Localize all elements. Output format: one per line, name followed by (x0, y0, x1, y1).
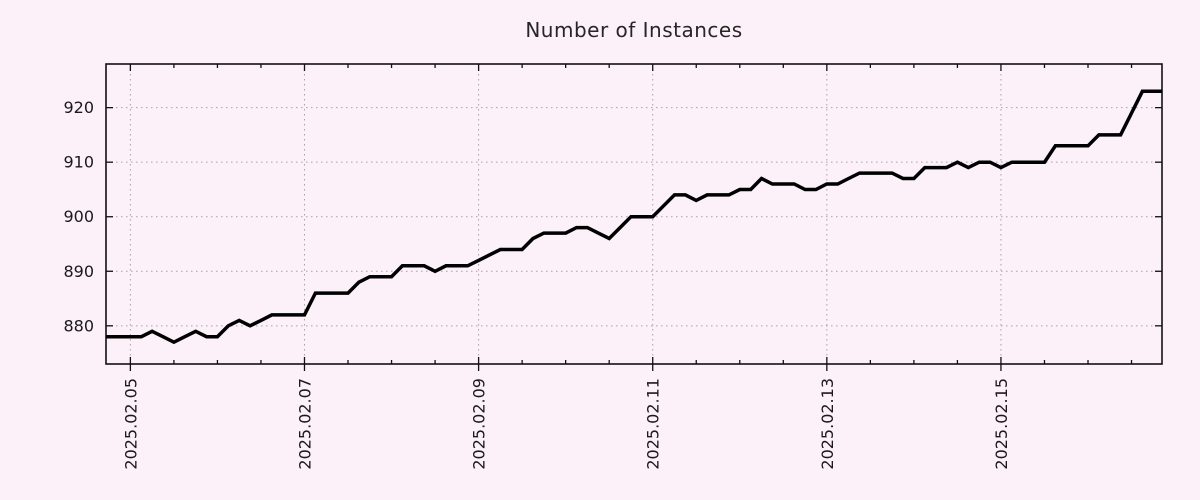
x-tick-label: 2025.02.15 (992, 378, 1011, 470)
x-tick-label: 2025.02.07 (295, 378, 314, 470)
x-tick-label: 2025.02.09 (470, 378, 489, 470)
y-tick-label: 880 (63, 316, 94, 335)
y-tick-label: 890 (63, 262, 94, 281)
y-tick-label: 920 (63, 98, 94, 117)
x-tick-label: 2025.02.11 (644, 378, 663, 470)
chart-title: Number of Instances (525, 18, 743, 42)
y-tick-label: 910 (63, 153, 94, 172)
x-tick-label: 2025.02.05 (121, 378, 140, 470)
data-series-line (106, 89, 1162, 345)
x-tick-label: 2025.02.13 (818, 378, 837, 470)
plot-border (105, 63, 1163, 365)
y-tick-label: 900 (63, 207, 94, 226)
